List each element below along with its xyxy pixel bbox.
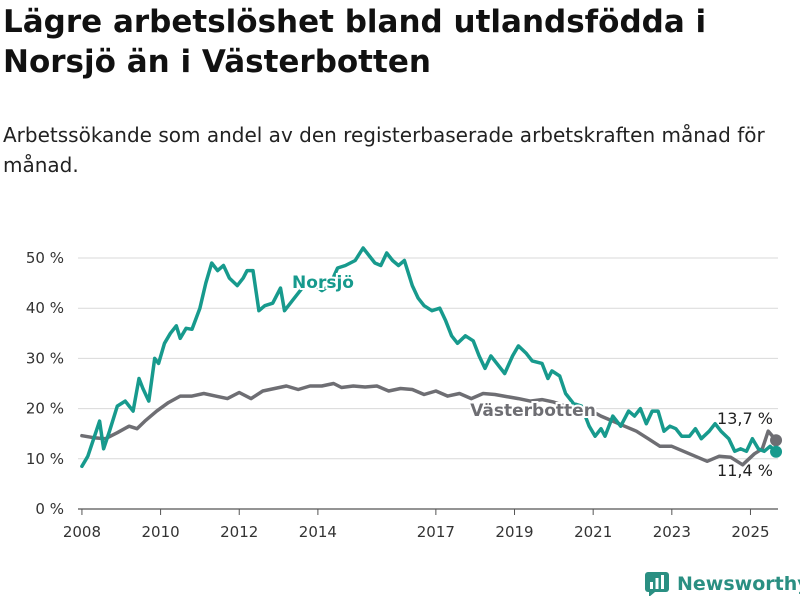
series-label: Norsjö	[292, 273, 354, 293]
x-tick-label: 2014	[299, 523, 337, 541]
y-axis-tick-labels: 0 % 10 % 20 % 30 % 40 % 50 %	[26, 249, 64, 518]
x-tick-label: 2019	[495, 523, 533, 541]
series-label: Västerbotten	[470, 401, 596, 421]
newsworthy-brand[interactable]: Newsworthy	[645, 570, 800, 598]
series-end-point	[770, 445, 783, 458]
series-lines	[80, 246, 783, 469]
x-axis-ticks: 2008 2010 2012 2014 2017 2019 2021 2023 2025	[63, 509, 770, 541]
x-tick-label: 2008	[63, 523, 101, 541]
series-line-norsj	[80, 246, 778, 469]
x-tick-label: 2017	[417, 523, 455, 541]
series-labels: Norsjö Västerbotten 13,7 % 11,4 %	[290, 271, 773, 480]
series-end-point	[770, 434, 783, 447]
y-tick-label: 50 %	[26, 249, 64, 267]
chart-subtitle: Arbetssökande som andel av den registerb…	[3, 123, 765, 177]
gridlines	[78, 257, 778, 510]
x-tick-label: 2025	[731, 523, 769, 541]
y-tick-label: 40 %	[26, 299, 64, 317]
y-tick-label: 20 %	[26, 400, 64, 418]
end-value-label: 11,4 %	[717, 461, 773, 480]
chart-title: Lägre arbetslöshet bland utlandsfödda i …	[3, 4, 707, 80]
series-line-vsterbotten	[80, 381, 778, 467]
bar-chart-logo-icon	[645, 572, 669, 596]
x-tick-label: 2023	[653, 523, 691, 541]
x-tick-label: 2021	[574, 523, 612, 541]
y-tick-label: 10 %	[26, 450, 64, 468]
y-tick-label: 0 %	[35, 500, 64, 518]
x-tick-label: 2012	[220, 523, 258, 541]
end-value-label: 13,7 %	[717, 409, 773, 428]
y-tick-label: 30 %	[26, 349, 64, 367]
x-tick-label: 2010	[141, 523, 179, 541]
brand-name: Newsworthy	[677, 573, 800, 595]
